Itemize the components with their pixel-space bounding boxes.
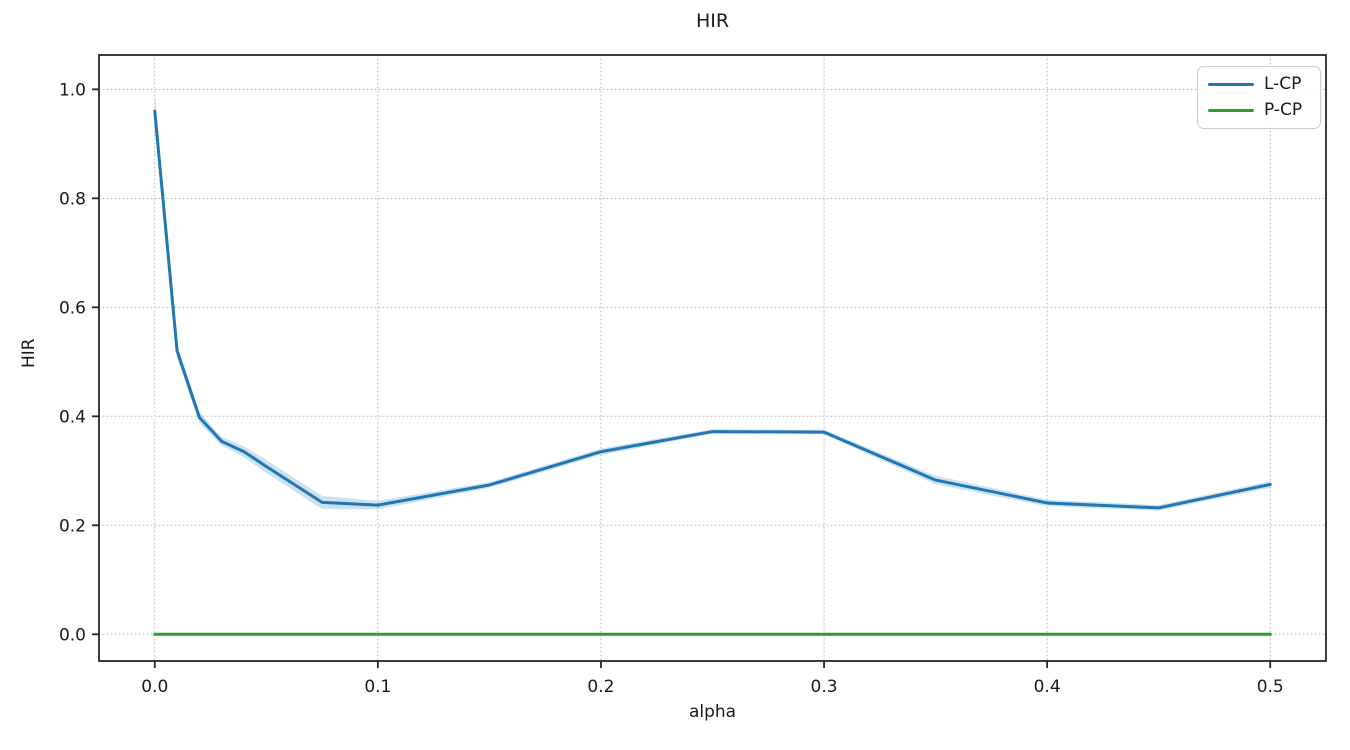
confidence-band — [154, 94, 1271, 511]
y-axis-label: HIR — [18, 338, 39, 368]
y-tick-label: 0.2 — [59, 516, 86, 536]
series-line-l-cp — [153, 109, 1272, 510]
x-tick-label: 0.4 — [1034, 677, 1061, 697]
chart-title: HIR — [695, 10, 730, 32]
legend-label-pcp: P-CP — [1264, 100, 1303, 120]
legend-item-pcp: P-CP — [1208, 102, 1309, 119]
x-axis-label: alpha — [688, 702, 737, 722]
axes-spines — [98, 54, 1327, 662]
legend: L-CP P-CP — [1197, 66, 1321, 129]
y-tick-label: 0.6 — [59, 298, 86, 318]
legend-item-lcp: L-CP — [1208, 76, 1309, 93]
pcp-line-swatch-icon — [1208, 108, 1254, 113]
lcp-line-swatch-icon — [1208, 82, 1254, 87]
y-tick-label: 0.0 — [59, 625, 86, 645]
x-tick-label: 0.1 — [364, 677, 391, 697]
legend-label-lcp: L-CP — [1264, 74, 1302, 94]
y-tick-label: 1.0 — [59, 80, 86, 100]
x-tick-label: 0.2 — [587, 677, 614, 697]
x-tick-label: 0.5 — [1257, 677, 1284, 697]
x-tick-label: 0.0 — [141, 677, 168, 697]
x-tick-label: 0.3 — [811, 677, 838, 697]
y-tick-label: 0.8 — [59, 189, 86, 209]
y-tick-label: 0.4 — [59, 407, 86, 427]
